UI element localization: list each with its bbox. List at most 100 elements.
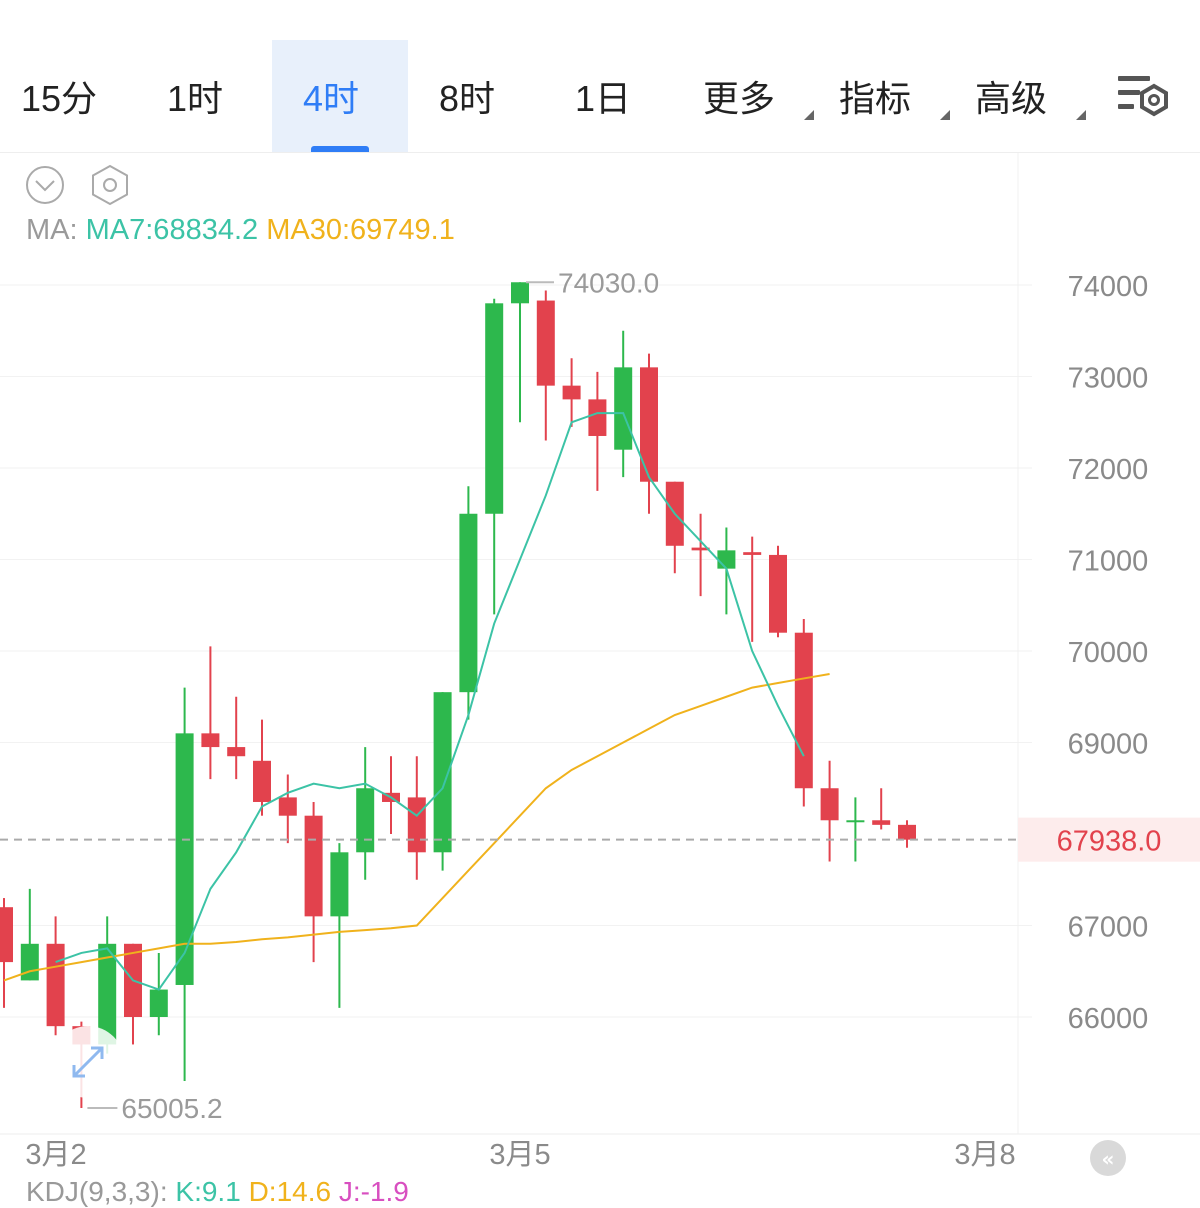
candle-body xyxy=(227,747,246,757)
price-axis: 74000 73000 72000 71000 70000 69000 67000 66000 xyxy=(1068,271,1149,1035)
scroll-to-latest-button[interactable]: « xyxy=(1090,1140,1126,1176)
ma30-value: MA30:69749.1 xyxy=(266,214,455,246)
hexagon-settings-icon[interactable] xyxy=(92,164,128,206)
tab-label: 1时 xyxy=(166,78,224,119)
dropdown-triangle-icon xyxy=(804,110,814,120)
candle-body xyxy=(98,943,117,1045)
candle xyxy=(898,820,916,848)
candle-body xyxy=(717,550,736,569)
tab-label: 1日 xyxy=(574,78,632,119)
candle xyxy=(98,916,117,1054)
tab-7[interactable]: 高级 xyxy=(952,40,1088,152)
expand-arrows-icon xyxy=(72,1046,104,1078)
candle-body xyxy=(614,367,633,450)
candle-body xyxy=(743,552,762,555)
kdj-k-value: K:9.1 xyxy=(175,1176,241,1207)
last-price-label: 67938.0 xyxy=(1057,826,1162,858)
candle xyxy=(175,687,194,1082)
candle-body xyxy=(304,815,323,917)
kdj-label: KDJ(9,3,3): xyxy=(26,1176,168,1207)
kdj-d-value: D:14.6 xyxy=(248,1176,332,1207)
candle xyxy=(872,788,891,830)
ma-lines xyxy=(3,412,830,991)
time-tick-label: 3月5 xyxy=(489,1139,550,1171)
candle-body xyxy=(536,300,555,386)
candle xyxy=(124,943,142,1045)
candle-body xyxy=(0,907,13,963)
candle-body xyxy=(149,989,168,1017)
chart-settings-icon[interactable] xyxy=(1088,40,1200,152)
ma7-value: MA7:68834.2 xyxy=(85,214,259,246)
candle-body xyxy=(485,303,504,514)
candle xyxy=(20,888,39,981)
candle xyxy=(588,371,607,491)
candles xyxy=(0,282,916,1109)
ma-indicator-legend: MA: MA7:68834.2 MA30:69749.1 xyxy=(26,214,455,247)
candle xyxy=(253,719,271,816)
candle-body xyxy=(562,385,581,400)
candle xyxy=(433,692,452,871)
candle xyxy=(227,696,246,780)
tab-3[interactable]: 8时 xyxy=(408,40,544,152)
candle-body xyxy=(691,547,710,551)
price-tick-label: 72000 xyxy=(1068,454,1149,486)
ma7-line xyxy=(55,412,805,991)
candle xyxy=(407,756,426,880)
candle-body xyxy=(640,367,658,482)
candle-body xyxy=(253,760,271,802)
candle xyxy=(304,801,323,963)
high-price-label: 74030.0 xyxy=(558,267,659,298)
tab-5[interactable]: 更多 xyxy=(680,40,816,152)
candle-body xyxy=(407,797,426,853)
candle xyxy=(691,513,710,597)
dropdown-triangle-icon xyxy=(1076,110,1086,120)
tab-label: 4时 xyxy=(302,78,360,119)
time-tick-label: 3月2 xyxy=(25,1139,86,1171)
low-price-label: 65005.2 xyxy=(121,1093,222,1124)
candle-body xyxy=(794,632,813,789)
ma30-line xyxy=(3,672,830,982)
candle xyxy=(330,843,349,1008)
drawing-tool-button[interactable] xyxy=(52,1026,124,1098)
candle xyxy=(278,774,297,844)
price-tick-label: 67000 xyxy=(1068,912,1149,944)
tab-1[interactable]: 1时 xyxy=(136,40,272,152)
chevron-down-circle-icon[interactable] xyxy=(26,166,64,204)
tab-label: 高级 xyxy=(974,78,1047,119)
candle xyxy=(769,545,787,638)
candle-body xyxy=(511,282,529,304)
candle xyxy=(846,797,865,862)
tab-bar-divider xyxy=(0,152,1200,153)
candle-body xyxy=(433,692,452,853)
candle-body xyxy=(459,513,478,693)
candle-body xyxy=(898,824,916,840)
candle-body xyxy=(820,788,839,821)
scroll-to-latest-icon: « xyxy=(1102,1147,1115,1171)
tab-2[interactable]: 4时 xyxy=(272,40,408,152)
active-tab-indicator xyxy=(311,146,369,152)
candle xyxy=(562,358,581,427)
price-tick-label: 71000 xyxy=(1068,546,1149,578)
tab-label: 指标 xyxy=(838,78,911,119)
tab-0[interactable]: 15分 xyxy=(0,40,136,152)
price-tick-label: 74000 xyxy=(1068,271,1149,303)
candle-body xyxy=(175,733,194,985)
candle xyxy=(511,282,529,423)
last-price-tag xyxy=(1018,817,1200,862)
tab-4[interactable]: 1日 xyxy=(544,40,680,152)
time-axis: 3月2 3月5 3月8 xyxy=(25,1139,1015,1171)
kdj-j-value: J:-1.9 xyxy=(338,1176,409,1207)
chart-annotations: 67938.0 74030.0 65005.2 xyxy=(0,267,1200,1124)
tab-6[interactable]: 指标 xyxy=(816,40,952,152)
price-tick-label: 66000 xyxy=(1068,1003,1149,1035)
candle-body xyxy=(201,733,220,748)
candle-body xyxy=(46,943,65,1027)
ma-label: MA: xyxy=(26,214,78,246)
dropdown-triangle-icon xyxy=(940,110,950,120)
candle-body xyxy=(20,943,39,981)
candle xyxy=(640,353,658,514)
candle xyxy=(536,290,555,441)
price-tick-label: 69000 xyxy=(1068,729,1149,761)
candle-body xyxy=(769,554,787,633)
